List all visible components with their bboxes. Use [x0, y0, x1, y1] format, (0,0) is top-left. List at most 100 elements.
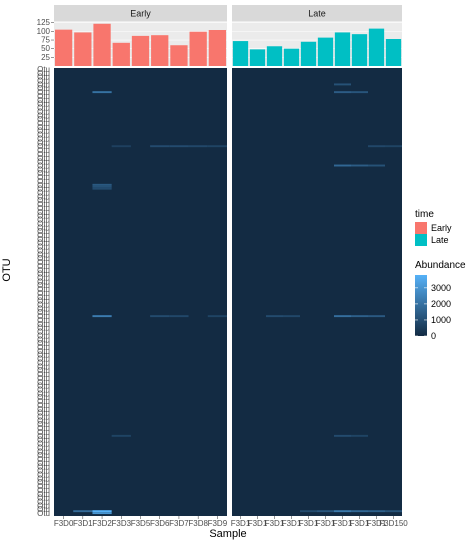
otu-tick-label: Otu	[37, 397, 50, 406]
bar-late-6	[334, 32, 351, 66]
otu-tick-label: Otu	[37, 88, 50, 97]
heatmap-cell	[92, 187, 112, 190]
otu-tick-label: Otu	[37, 432, 50, 441]
otu-tick-label: Otu	[37, 104, 50, 113]
heatmap-cell	[73, 510, 93, 513]
heatmap-cell	[92, 512, 112, 515]
legend-swatch-early	[415, 222, 427, 234]
sample-tick-label: F3D3	[111, 519, 131, 528]
otu-tick-label: Otu	[37, 304, 50, 313]
bar-late-1	[249, 49, 266, 66]
otu-tick-label: Otu	[37, 138, 50, 147]
bar-y-tick-label: 100	[37, 27, 51, 36]
heatmap-cell	[207, 145, 227, 148]
otu-tick-label: Otu	[37, 107, 50, 116]
heatmap-cell	[334, 83, 351, 86]
bar-late-3	[283, 48, 300, 66]
bar-late-9	[385, 39, 402, 66]
otu-tick-label: Otu	[37, 362, 50, 371]
bar-early-3	[112, 42, 130, 66]
otu-tick-label: Otu	[37, 335, 50, 344]
heatmap-cell	[283, 315, 300, 318]
facet-strip-early	[54, 5, 227, 21]
otu-tick-label: Otu	[37, 328, 50, 337]
otu-tick-label: Otu	[37, 204, 50, 213]
x-axis-title: Sample	[209, 528, 246, 540]
abundance-colorbar-ticks: 0 1000 2000 3000	[415, 283, 451, 341]
heatmap-cell	[334, 91, 351, 94]
otu-tick-label: Otu	[37, 393, 50, 402]
heatmap-cell	[266, 315, 283, 318]
otu-tick-label: Otu	[37, 196, 50, 205]
otu-tick-label: Otu	[37, 385, 50, 394]
sample-tick-label: F3D6	[150, 519, 170, 528]
heatmap-cell	[334, 434, 351, 437]
heatmap-cell	[150, 145, 170, 148]
heatmap-cell	[368, 164, 385, 167]
otu-tick-label: Otu	[37, 416, 50, 425]
otu-tick-label: Otu	[37, 185, 50, 194]
heatmap-cell	[169, 315, 189, 318]
bar-early-1	[74, 32, 92, 66]
colorbar-tick-label: 0	[431, 331, 436, 341]
legend-label-late: Late	[431, 235, 449, 245]
otu-tick-label: Otu	[37, 80, 50, 89]
otu-tick-label: Otu	[37, 366, 50, 375]
otu-tick-label: Otu	[37, 100, 50, 109]
otu-tick-label: Otu	[37, 243, 50, 252]
otu-tick-label: Otu	[37, 374, 50, 383]
otu-tick-label: Otu	[37, 134, 50, 143]
otu-tick-label: Otu	[37, 192, 50, 201]
bar-early-2	[93, 23, 111, 66]
otu-tick-label: Otu	[37, 281, 50, 290]
otu-tick-label: Otu	[37, 355, 50, 364]
bar-late-2	[266, 46, 283, 66]
heatmap-cells	[73, 83, 402, 515]
bar-early-4	[131, 35, 150, 66]
otu-tick-label: Otu	[37, 443, 50, 452]
otu-tick-label: Otu	[37, 351, 50, 360]
bar-early-5	[151, 35, 169, 66]
otu-tick-label: Otu	[37, 246, 50, 255]
otu-tick-label: Otu	[37, 289, 50, 298]
otu-tick-label: Otu	[37, 223, 50, 232]
heatmap-cell	[351, 510, 368, 513]
bar-early-7	[189, 31, 207, 66]
heatmap-cell	[92, 91, 112, 94]
heatmap-cell	[334, 510, 351, 513]
otu-tick-label: Otu	[37, 169, 50, 178]
otu-tick-label: Otu	[37, 142, 50, 151]
otu-tick-label: Otu	[37, 316, 50, 325]
heatmap-cell	[385, 510, 402, 513]
otu-tick-label: Otu	[37, 490, 50, 499]
abundance-colorbar	[415, 275, 427, 336]
colorbar-tick-label: 2000	[431, 299, 451, 309]
otu-tick-label: Otu	[37, 401, 50, 410]
bar-y-tick-label: 125	[37, 18, 51, 27]
otu-tick-label: Otu	[37, 455, 50, 464]
otu-tick-label: Otu	[37, 69, 50, 78]
otu-tick-label: Otu	[37, 428, 50, 437]
heatmap-cell	[317, 510, 334, 513]
otu-tick-label: Otu	[37, 119, 50, 128]
otu-tick-label: Otu	[37, 131, 50, 140]
otu-tick-label: Otu	[37, 123, 50, 132]
legend-label-early: Early	[431, 223, 452, 233]
heatmap-cell	[368, 315, 385, 318]
colorbar-tick-label: 1000	[431, 315, 451, 325]
otu-tick-label: Otu	[37, 227, 50, 236]
otu-tick-label: Otu	[37, 324, 50, 333]
y-axis-title: OTU	[1, 258, 13, 281]
facet-strip-late	[232, 5, 402, 21]
otu-tick-label: Otu	[37, 312, 50, 321]
otu-tick-label: Otu	[37, 208, 50, 217]
sample-tick-label: F3D2	[92, 519, 112, 528]
otu-tick-label: Otu	[37, 219, 50, 228]
otu-tick-label: Otu	[37, 111, 50, 120]
heatmap-cell	[351, 164, 368, 167]
heatmap-cell	[351, 91, 368, 94]
heatmap-cell	[111, 434, 131, 437]
otu-tick-label: Otu	[37, 270, 50, 279]
heatmap-cell	[385, 145, 402, 148]
otu-tick-label: Otu	[37, 254, 50, 263]
